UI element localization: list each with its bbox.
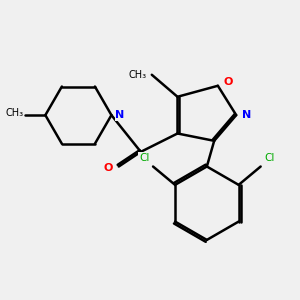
Text: N: N <box>115 110 124 120</box>
Text: O: O <box>224 77 233 87</box>
Text: Cl: Cl <box>139 153 149 163</box>
Text: O: O <box>104 164 113 173</box>
Text: CH₃: CH₃ <box>128 70 146 80</box>
Text: Cl: Cl <box>264 153 275 163</box>
Text: N: N <box>242 110 251 120</box>
Text: CH₃: CH₃ <box>5 108 23 118</box>
